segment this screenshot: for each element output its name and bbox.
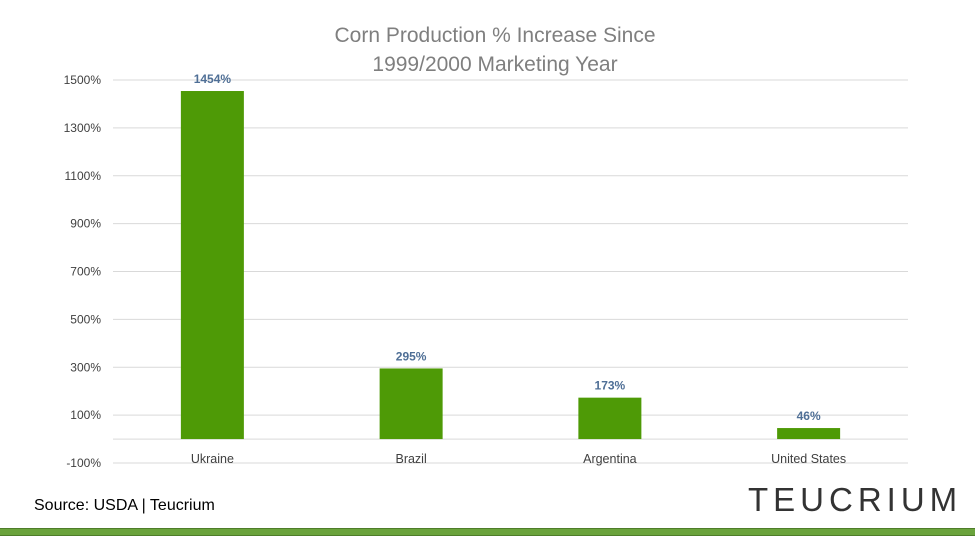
bars — [180, 91, 841, 440]
gridlines — [113, 79, 908, 464]
bottom-accent-bar — [0, 528, 975, 536]
y-tick-label: 1500% — [64, 73, 102, 87]
data-labels: 1454% 295% 173% 46% — [194, 72, 821, 423]
y-tick-label: 100% — [70, 408, 101, 422]
data-label: 173% — [595, 379, 626, 393]
category-label: Argentina — [583, 452, 637, 466]
x-axis-category-labels: Ukraine Brazil Argentina United States — [191, 452, 846, 466]
y-axis-tick-labels: 1500% 1300% 1100% 900% 700% 500% 300% 100% -100% — [64, 73, 102, 470]
bar — [379, 368, 443, 440]
data-label: 46% — [797, 409, 821, 423]
y-tick-label: 700% — [70, 265, 101, 279]
category-label: Brazil — [395, 452, 426, 466]
y-tick-label: 500% — [70, 312, 101, 326]
bar — [578, 397, 642, 440]
category-label: United States — [771, 452, 846, 466]
chart-title-line-1: Corn Production % Increase Since — [335, 24, 656, 47]
y-tick-label: 900% — [70, 217, 101, 231]
bar — [777, 428, 841, 440]
source-note: Source: USDA | Teucrium — [34, 497, 215, 514]
y-tick-label: 300% — [70, 360, 101, 374]
bar — [180, 91, 244, 440]
y-tick-label: 1300% — [64, 121, 102, 135]
data-label: 1454% — [194, 72, 232, 86]
chart-title-line-2: 1999/2000 Marketing Year — [372, 53, 617, 76]
y-tick-label: -100% — [66, 456, 101, 470]
data-label: 295% — [396, 349, 427, 363]
category-label: Ukraine — [191, 452, 234, 466]
teucrium-logo: TEUCRIUM — [748, 481, 963, 518]
y-tick-label: 1100% — [65, 169, 102, 183]
